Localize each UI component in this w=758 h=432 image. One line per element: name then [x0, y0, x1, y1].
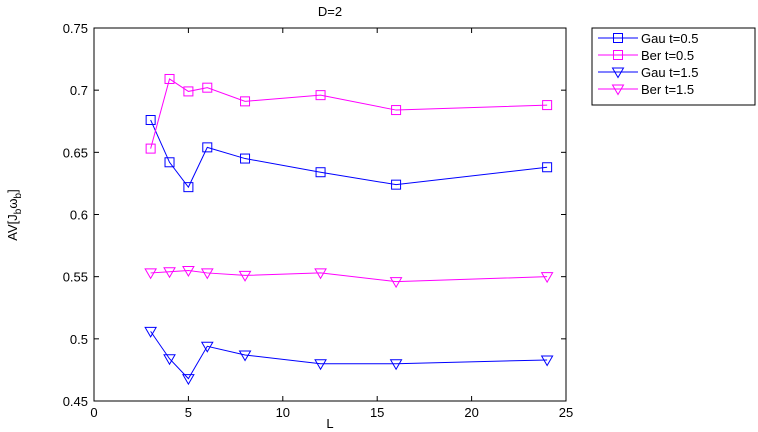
data-point	[200, 341, 214, 353]
data-point	[164, 157, 175, 168]
data-point	[145, 143, 156, 154]
series-line	[150, 331, 548, 380]
legend-label: Ber t=0.5	[641, 48, 694, 63]
legend-label: Gau t=0.5	[641, 31, 698, 46]
data-point	[182, 374, 195, 386]
x-tick-label: 25	[559, 405, 573, 420]
chart-title: D=2	[318, 4, 342, 19]
data-point	[542, 162, 553, 173]
y-axis-label-mid: ω	[5, 198, 20, 208]
data-point	[163, 267, 176, 279]
series-3	[144, 326, 554, 386]
series-layer	[144, 73, 554, 386]
data-point	[389, 359, 403, 371]
series-line	[150, 78, 548, 149]
series-4	[144, 265, 554, 289]
y-axis-label-end: ]	[5, 189, 20, 193]
y-tick-label: 0.75	[63, 21, 88, 36]
data-point	[240, 96, 251, 107]
y-tick-label: 0.55	[63, 270, 88, 285]
y-axis-label-sub1: b	[13, 208, 24, 214]
y-tick-label: 0.65	[63, 145, 88, 160]
data-point	[183, 86, 194, 97]
x-tick-label: 10	[276, 405, 290, 420]
data-point	[315, 90, 326, 101]
legend-marker	[613, 50, 623, 60]
data-point	[542, 100, 553, 111]
y-axis-label: AV[Jbωb]	[5, 189, 24, 240]
y-axis-label-main: AV[J	[5, 214, 20, 241]
data-point	[144, 268, 158, 280]
legend-marker	[611, 84, 625, 96]
y-axis-label-sub2: b	[13, 192, 24, 198]
data-point	[314, 359, 327, 371]
y-tick-label: 0.5	[70, 332, 88, 347]
legend-marker	[613, 33, 623, 43]
x-tick-label: 5	[185, 405, 192, 420]
plot-frame	[93, 27, 567, 402]
data-point	[202, 82, 213, 93]
legend-marker	[611, 67, 625, 79]
data-point	[391, 105, 402, 116]
data-point	[540, 355, 554, 367]
data-point	[163, 354, 176, 366]
x-tick-label: 15	[370, 405, 384, 420]
legend-item: Ber t=1.5	[598, 82, 694, 97]
legend-label: Gau t=1.5	[641, 65, 698, 80]
x-tick-label: 0	[90, 405, 97, 420]
data-point	[183, 182, 194, 193]
y-tick-label: 0.45	[63, 394, 88, 409]
x-axis-label: L	[326, 416, 333, 431]
legend-item: Gau t=1.5	[598, 65, 698, 80]
data-point	[314, 268, 327, 280]
data-point	[164, 73, 175, 84]
series-2	[145, 73, 553, 154]
data-point	[238, 350, 252, 362]
legend-item: Ber t=0.5	[598, 48, 694, 63]
x-tick-label: 20	[464, 405, 478, 420]
data-point	[200, 268, 214, 280]
data-point	[144, 326, 158, 338]
data-point	[540, 272, 554, 284]
y-axis: 0.45 0.5 0.55 0.6 0.65 0.7 0.75	[63, 21, 566, 409]
series-1	[145, 115, 553, 193]
data-point	[315, 167, 326, 178]
x-axis: 0 5 10 15 20 25	[90, 28, 573, 420]
data-point	[182, 265, 195, 277]
legend-item: Gau t=0.5	[598, 31, 698, 46]
y-tick-label: 0.7	[70, 83, 88, 98]
legend: Gau t=0.5 Ber t=0.5 Gau t=1.5 Ber t=1.5	[591, 27, 756, 106]
legend-label: Ber t=1.5	[641, 82, 694, 97]
data-point	[240, 153, 251, 164]
data-point	[145, 115, 156, 126]
data-point	[391, 179, 402, 190]
data-point	[202, 142, 213, 153]
data-point	[389, 277, 403, 289]
data-point	[238, 270, 252, 282]
y-tick-label: 0.6	[70, 208, 88, 223]
